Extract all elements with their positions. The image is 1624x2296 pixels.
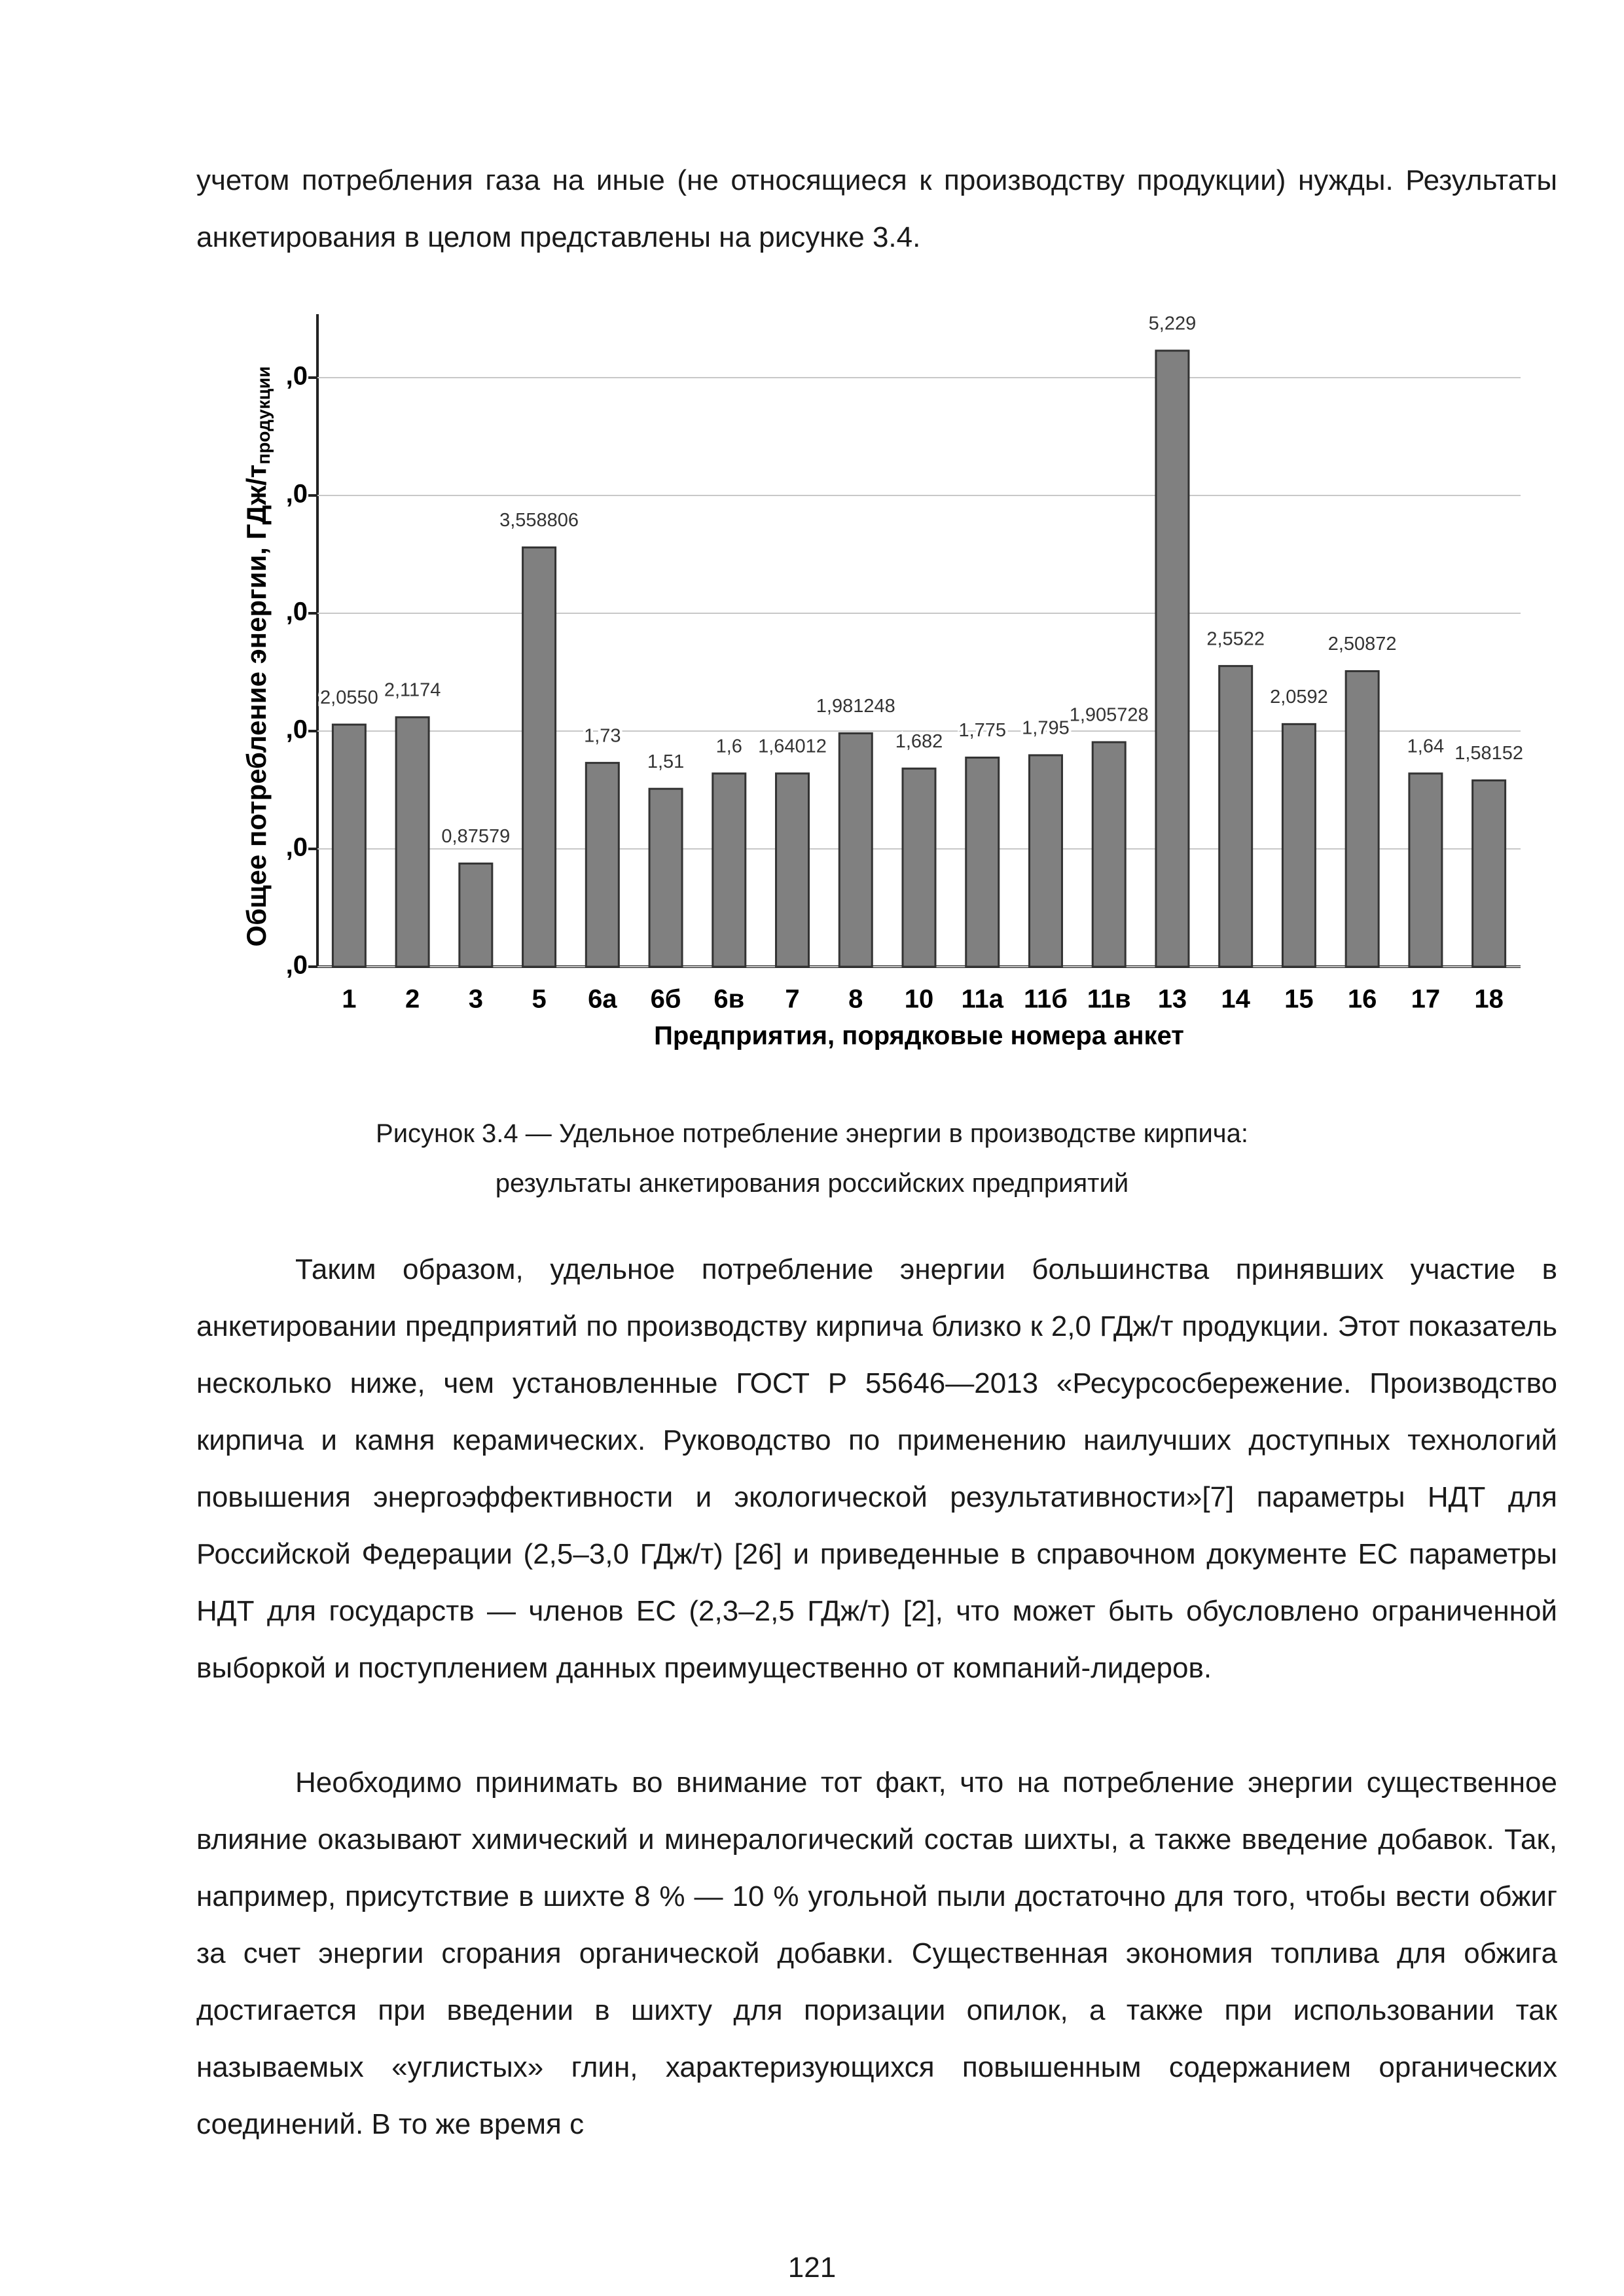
data-label: 0,87579 xyxy=(441,826,510,847)
data-label: 1,905728 xyxy=(1070,705,1149,726)
x-tick-label: 11а xyxy=(961,985,1003,1014)
bar xyxy=(1344,670,1380,968)
data-label: 2,5522 xyxy=(1206,628,1265,649)
bar xyxy=(1155,350,1190,968)
data-label: 1,981248 xyxy=(816,696,895,717)
bar xyxy=(458,862,494,968)
data-label: 1,64012 xyxy=(758,736,827,757)
data-label: 2,0592 xyxy=(1270,687,1328,708)
x-tick-label: 11б xyxy=(1024,985,1068,1014)
paragraph: Таким образом, удельное потребление энер… xyxy=(196,1253,1557,1684)
bar xyxy=(1281,723,1316,968)
bar xyxy=(1028,754,1063,968)
x-tick-label: 3 xyxy=(469,985,483,1014)
x-axis-title: Предприятия, порядковые номера анкет xyxy=(654,1022,1184,1050)
x-tick-label: 11в xyxy=(1087,985,1131,1014)
data-label: 1,6 xyxy=(716,736,742,757)
data-label: 5,229 xyxy=(1149,313,1197,334)
chart: Общее потребление энергии, ГДж/тпродукци… xyxy=(241,310,1526,1050)
y-tick-label: ,0 xyxy=(286,951,308,980)
bar xyxy=(901,767,937,968)
data-label: 1,73 xyxy=(584,725,621,746)
paragraph: учетом потребления газа на иные (не отно… xyxy=(196,164,1557,253)
bar xyxy=(395,716,430,968)
data-label: 1,51 xyxy=(647,751,684,772)
x-tick-label: 16 xyxy=(1348,985,1377,1014)
caption-line: Рисунок 3.4 — Удельное потребление энерг… xyxy=(376,1119,1248,1148)
bar xyxy=(838,732,873,968)
bar xyxy=(1408,772,1443,968)
data-label: 2,0550 xyxy=(320,687,378,708)
y-tick-label: ,0 xyxy=(286,362,308,391)
x-tick-label: 15 xyxy=(1284,985,1314,1014)
bar xyxy=(1091,741,1127,968)
bar xyxy=(585,762,620,968)
y-tick-label: ,0 xyxy=(286,715,308,744)
x-tick-label: 5 xyxy=(532,985,546,1014)
bar xyxy=(965,757,1000,968)
data-label: 3,558806 xyxy=(499,510,579,531)
bar xyxy=(712,772,747,968)
x-tick-label: 2 xyxy=(405,985,420,1014)
x-tick-label: 6в xyxy=(713,985,744,1014)
bar xyxy=(1471,779,1507,968)
data-label: 1,64 xyxy=(1407,736,1444,757)
caption-line: результаты анкетирования российских пред… xyxy=(495,1169,1129,1198)
y-tick-label: ,0 xyxy=(286,833,308,862)
data-label: 2,1174 xyxy=(384,680,441,701)
paragraph: Необходимо принимать во внимание тот фак… xyxy=(196,1767,1557,2140)
x-tick-label: 6а xyxy=(588,985,617,1014)
x-tick-label: 8 xyxy=(848,985,863,1014)
data-label: 2,50872 xyxy=(1328,634,1397,655)
y-axis-title-sub: продукции xyxy=(253,367,274,465)
data-label: 1,795 xyxy=(1022,718,1070,739)
bar xyxy=(775,772,810,968)
x-tick-label: 10 xyxy=(905,985,934,1014)
bar xyxy=(331,723,367,968)
page-number: 121 xyxy=(787,2251,837,2284)
x-tick-label: 7 xyxy=(785,985,799,1014)
bar xyxy=(648,787,683,968)
x-tick-label: 14 xyxy=(1221,985,1250,1014)
y-tick-label: ,0 xyxy=(286,598,308,626)
data-label: 1,775 xyxy=(958,720,1006,741)
x-tick-label: 17 xyxy=(1411,985,1441,1014)
data-label: 1,58152 xyxy=(1454,743,1523,764)
data-label: 1,682 xyxy=(895,731,943,752)
y-axis-title: Общее потребление энергии, ГДж/тпродукци… xyxy=(241,367,274,947)
x-tick-label: 13 xyxy=(1158,985,1187,1014)
bar xyxy=(522,546,557,968)
x-tick-label: 1 xyxy=(342,985,356,1014)
y-tick-label: ,0 xyxy=(286,480,308,509)
bar xyxy=(1218,665,1254,968)
x-tick-label: 6б xyxy=(651,985,681,1014)
x-tick-label: 18 xyxy=(1474,985,1504,1014)
y-axis-title-main: Общее потребление энергии, ГДж/т xyxy=(241,465,272,947)
